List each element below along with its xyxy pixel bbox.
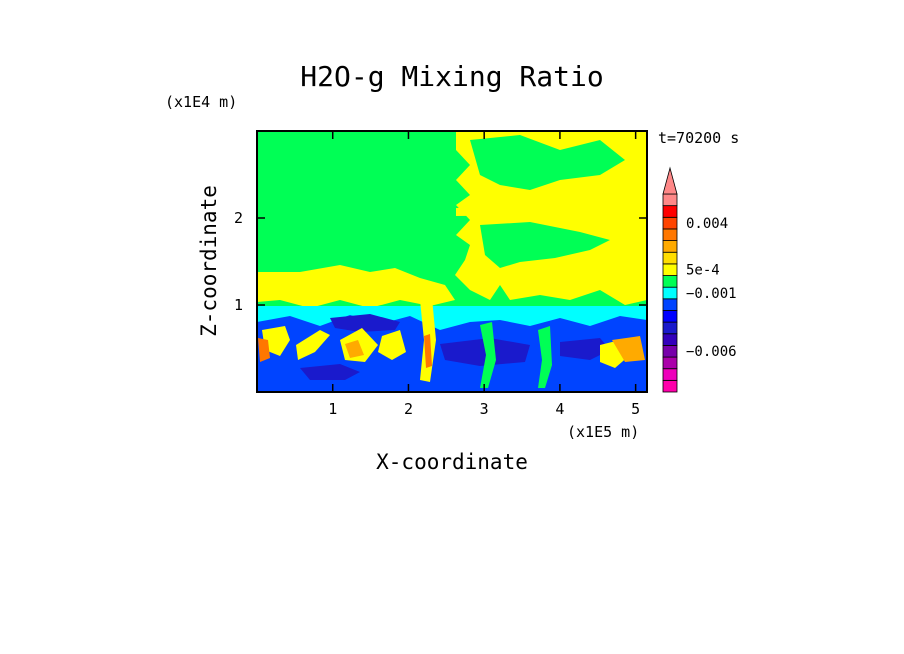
- y-scale-label: (x1E4 m): [165, 93, 237, 111]
- mixing-ratio-field: [257, 131, 647, 392]
- colorbar-labels: 0.004 5e-4 −0.001 −0.006: [686, 216, 737, 360]
- field-dark-blob-2: [440, 338, 530, 366]
- colorbar-bin: [662, 379, 678, 393]
- plot-frame: [256, 130, 648, 393]
- field-filament-7: [538, 326, 552, 388]
- y-tick-label: 2: [234, 209, 243, 227]
- colorbar-bin: [662, 263, 678, 276]
- colorbar-label: −0.001: [686, 286, 737, 302]
- field-dark-blob-1: [330, 314, 400, 332]
- field-hot-3: [424, 334, 432, 368]
- colorbar-bin: [662, 321, 678, 335]
- field-hot-2: [345, 340, 364, 358]
- colorbar-bin: [662, 205, 678, 218]
- colorbar-bin: [662, 228, 678, 241]
- x-tick-label: 5: [631, 400, 640, 418]
- y-tick-labels: 12: [234, 209, 243, 314]
- x-tick-labels: 1 2 3 4 5: [328, 400, 640, 418]
- field-patch-bright-strip: [456, 206, 645, 216]
- colorbar-bin: [662, 310, 678, 323]
- field-patch-upper-right-green: [470, 135, 625, 190]
- field-dark-blob-3: [560, 338, 610, 360]
- field-filament-6: [480, 322, 496, 388]
- field-hot-1: [258, 338, 270, 362]
- colorbar: [662, 166, 678, 393]
- colorbar-bin: [662, 275, 678, 288]
- colorbar-label: 0.004: [686, 216, 728, 232]
- x-axis-label: X-coordinate: [376, 450, 528, 474]
- colorbar-overflow-arrow: [662, 166, 678, 195]
- y-tick-label: 1: [234, 296, 243, 314]
- colorbar-bin: [662, 193, 678, 207]
- field-filament-2: [296, 330, 330, 360]
- chart-title: H2O-g Mixing Ratio: [300, 60, 603, 93]
- colorbar-label: 5e-4: [686, 263, 720, 279]
- colorbar-bin: [662, 368, 678, 381]
- field-patch-upper-right-green-2: [480, 222, 610, 268]
- colorbar-label: −0.006: [686, 344, 737, 360]
- x-tick-label: 1: [328, 400, 337, 418]
- colorbar-bin: [662, 251, 678, 265]
- colorbar-bin: [662, 240, 678, 253]
- field-hot-4: [612, 336, 645, 362]
- y-axis-label: Z-coordinate: [197, 185, 221, 337]
- colorbar-bin: [662, 298, 678, 311]
- field-patch-left: [257, 265, 455, 308]
- axis-ticks: [257, 131, 647, 392]
- colorbar-bin: [662, 216, 678, 230]
- colorbar-bin: [662, 333, 678, 346]
- x-tick-label: 3: [480, 400, 489, 418]
- colorbar-bin: [662, 345, 678, 358]
- field-dark-blob-4: [300, 364, 360, 380]
- time-label: t=70200 s: [658, 129, 739, 147]
- field-filament-1: [262, 326, 290, 356]
- colorbar-bin: [662, 286, 678, 300]
- field-filament-4: [378, 330, 406, 360]
- x-tick-label: 2: [404, 400, 413, 418]
- colorbar-bin: [662, 356, 678, 370]
- x-scale-label: (x1E5 m): [567, 423, 639, 441]
- x-tick-label: 4: [555, 400, 564, 418]
- plot-area: [256, 130, 648, 393]
